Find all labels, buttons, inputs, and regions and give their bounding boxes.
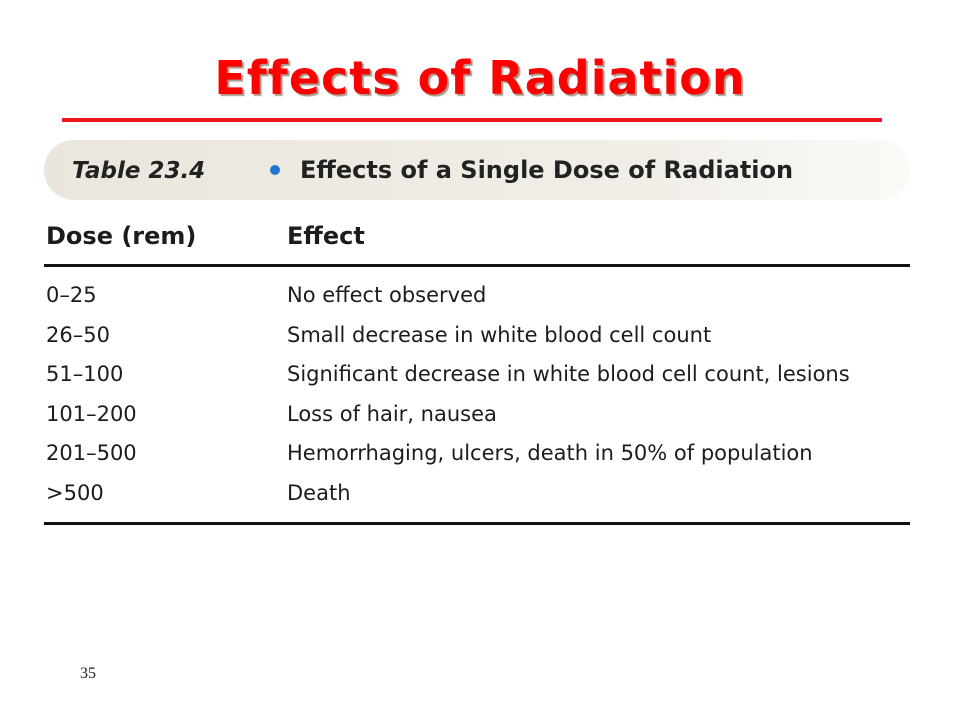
bullet-icon: [270, 165, 280, 175]
table-header-rule: [44, 264, 910, 267]
effect-cell: Death: [287, 480, 351, 505]
effect-cell: Small decrease in white blood cell count: [287, 322, 712, 347]
dose-cell: 51–100: [46, 362, 124, 387]
effect-cell: Loss of hair, nausea: [287, 401, 497, 426]
table-number: Table 23.4: [72, 158, 206, 184]
table-row: 51–100 Significant decrease in white blo…: [0, 358, 960, 398]
dose-cell: 201–500: [46, 441, 137, 466]
column-header-effect: Effect: [287, 222, 365, 250]
table-bottom-rule: [44, 522, 910, 525]
table-row: 0–25 No effect observed: [0, 279, 960, 319]
column-header-dose: Dose (rem): [46, 222, 197, 250]
slide-title: Effects of Radiation: [214, 51, 746, 105]
title-underline: [62, 118, 882, 122]
table-row: 26–50 Small decrease in white blood cell…: [0, 319, 960, 359]
effect-cell: Significant decrease in white blood cell…: [287, 362, 850, 387]
dose-cell: 101–200: [46, 401, 137, 426]
table-row: >500 Death: [0, 477, 960, 517]
table-banner: Table 23.4 Effects of a Single Dose of R…: [44, 140, 910, 200]
table-body: 0–25 No effect observed 26–50 Small decr…: [0, 279, 960, 517]
dose-cell: >500: [46, 480, 104, 505]
table-row: 101–200 Loss of hair, nausea: [0, 398, 960, 438]
page-number: 35: [80, 665, 96, 682]
table-row: 201–500 Hemorrhaging, ulcers, death in 5…: [0, 437, 960, 477]
dose-cell: 0–25: [46, 283, 97, 307]
dose-cell: 26–50: [46, 322, 110, 347]
table-caption: Effects of a Single Dose of Radiation: [300, 156, 794, 184]
effect-cell: Hemorrhaging, ulcers, death in 50% of po…: [287, 441, 813, 466]
effect-cell: No effect observed: [287, 283, 487, 307]
